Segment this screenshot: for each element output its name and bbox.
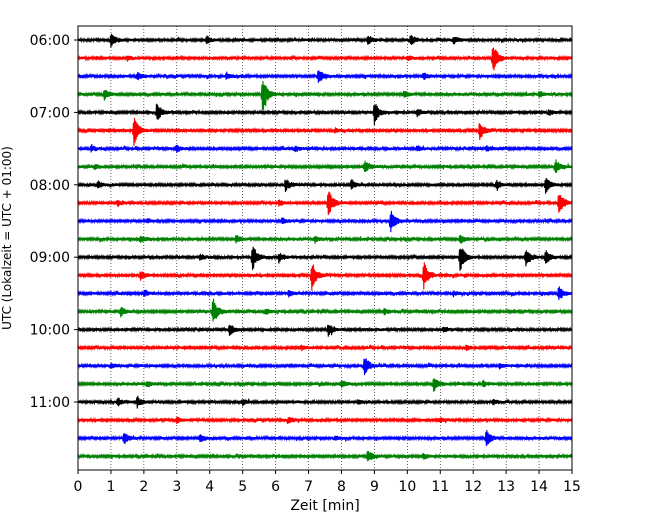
- y-tick-label: 09:00: [30, 250, 70, 266]
- seismic-traces: [77, 33, 573, 462]
- x-axis-label: Zeit [min]: [290, 498, 359, 514]
- x-tick-label: 7: [304, 479, 313, 495]
- x-tick-label: 9: [370, 479, 379, 495]
- trace-line: [77, 47, 573, 71]
- trace-line: [77, 70, 573, 83]
- x-tick-label: 10: [398, 479, 416, 495]
- vertical-gridlines: [110, 26, 540, 470]
- x-tick-label: 11: [431, 479, 449, 495]
- y-tick-label: 11:00: [30, 395, 70, 411]
- trace-line: [77, 358, 573, 376]
- trace-line: [77, 118, 573, 147]
- trace-line: [77, 143, 573, 154]
- y-tick-label: 07:00: [30, 105, 70, 121]
- trace-line: [77, 395, 573, 409]
- x-tick-label: 6: [271, 479, 280, 495]
- x-tick-label: 5: [238, 479, 247, 495]
- x-tick-label: 13: [497, 479, 515, 495]
- x-tick-label: 0: [74, 479, 83, 495]
- trace-line: [77, 429, 573, 447]
- trace-line: [77, 298, 573, 322]
- x-tick-label: 15: [563, 479, 581, 495]
- x-tick-label: 2: [139, 479, 148, 495]
- plot-frame: [77, 25, 573, 471]
- trace-line: [77, 234, 573, 244]
- trace-line: [77, 246, 573, 271]
- x-axis-ticks: 0 1 2 3 4 5 6 7 8 9 10 11 12 13 14 15: [74, 470, 581, 495]
- y-axis-ticks: 06:00 07:00 08:00 09:00 10:00 11:00: [30, 33, 78, 411]
- x-tick-label: 1: [106, 479, 115, 495]
- x-tick-label: 4: [205, 479, 214, 495]
- y-axis-label: UTC (Lokalzeit = UTC + 01:00): [0, 146, 14, 330]
- y-tick-label: 06:00: [30, 33, 70, 49]
- y-tick-label: 10:00: [30, 323, 70, 339]
- trace-line: [77, 210, 573, 233]
- trace-line: [77, 177, 573, 194]
- x-tick-label: 12: [464, 479, 482, 495]
- trace-line: [77, 344, 573, 352]
- x-tick-label: 8: [337, 479, 346, 495]
- trace-line: [77, 324, 573, 337]
- trace-line: [77, 103, 573, 125]
- trace-line: [77, 416, 573, 424]
- x-tick-label: 14: [530, 479, 548, 495]
- trace-line: [77, 262, 573, 291]
- trace-line: [77, 81, 573, 110]
- x-tick-label: 3: [172, 479, 181, 495]
- trace-line: [77, 378, 573, 392]
- y-tick-label: 08:00: [30, 178, 70, 194]
